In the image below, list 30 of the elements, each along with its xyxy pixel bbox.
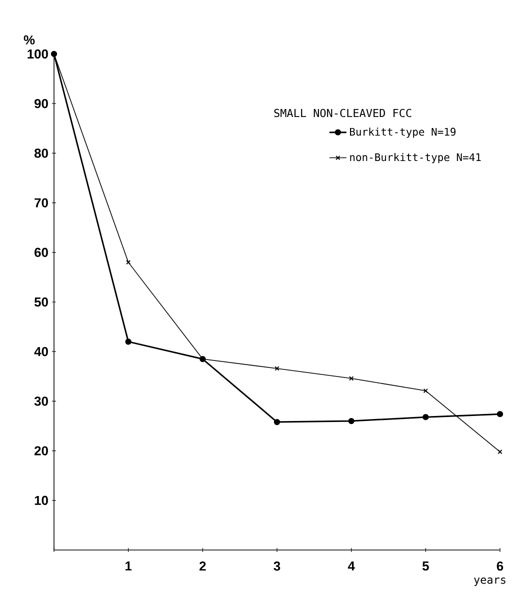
point — [496, 411, 504, 418]
y-tick-label: 40 — [34, 347, 48, 356]
point — [349, 376, 354, 381]
y-axis-title: % — [24, 35, 35, 44]
point — [274, 418, 280, 426]
point — [126, 260, 131, 265]
legend-label: Burkitt-type N=19 — [350, 128, 456, 138]
y-tick-label: 20 — [34, 446, 48, 456]
x-axis-title: years — [474, 578, 506, 586]
y-tick-label: 70 — [34, 198, 48, 208]
point — [274, 366, 280, 371]
x-tick-label: 3 — [274, 562, 280, 571]
x-tick-label: 2 — [200, 562, 206, 571]
x-tick-label: 5 — [422, 562, 429, 571]
point — [423, 388, 428, 394]
legend-title: SMALL NON-CLEAVED FCC — [274, 108, 412, 118]
y-tick-label: 60 — [34, 248, 48, 257]
point — [422, 414, 429, 420]
y-tick-label: 80 — [34, 148, 48, 158]
y-tick-label: 50 — [34, 297, 48, 307]
y-tick-label: 30 — [34, 396, 48, 406]
x-tick-label: 4 — [348, 562, 355, 570]
y-tick-label: 90 — [34, 99, 48, 108]
point — [348, 418, 354, 424]
legend-label: non-Burkitt-type N=41 — [350, 153, 481, 164]
x-tick-label: 1 — [126, 562, 132, 570]
y-tick-label: 10 — [34, 496, 48, 505]
y-tick-label: 100 — [28, 49, 48, 59]
x-tick-label: 6 — [496, 562, 504, 571]
point — [125, 338, 132, 345]
